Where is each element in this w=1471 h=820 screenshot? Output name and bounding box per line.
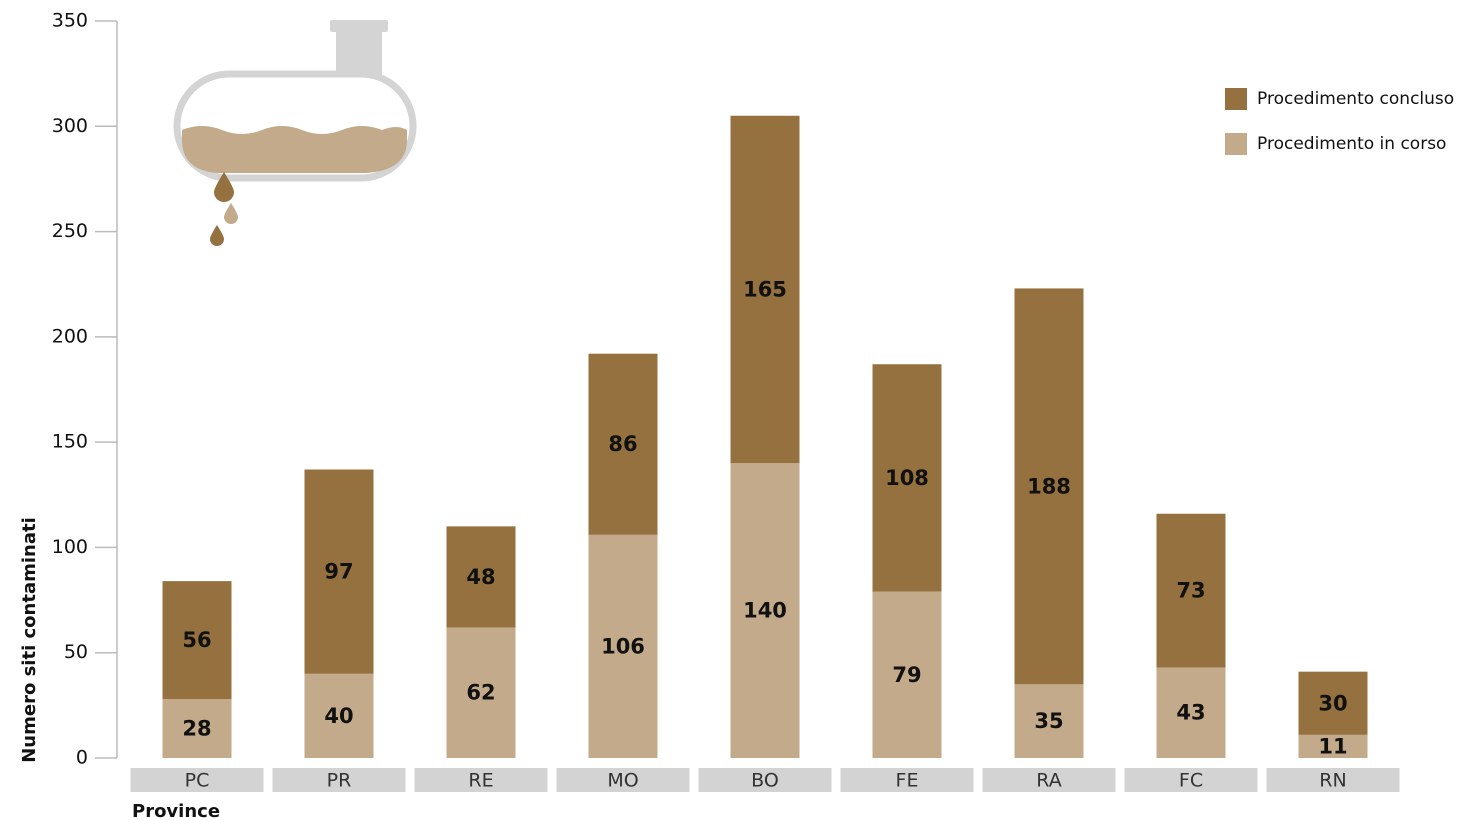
legend-label: Procedimento concluso	[1257, 89, 1454, 109]
bar-segment	[304, 469, 374, 674]
tank-icon	[173, 20, 417, 246]
data-label: 188	[1027, 474, 1071, 498]
bar-segment	[872, 591, 942, 758]
x-tick-label: MO	[607, 770, 638, 792]
bar-segment	[588, 353, 658, 535]
data-label: 43	[1176, 701, 1205, 725]
bar-segment	[730, 463, 800, 758]
bar-segment	[446, 627, 516, 758]
x-tick-label: FC	[1179, 770, 1203, 792]
data-label: 165	[743, 277, 787, 301]
data-label: 35	[1034, 709, 1063, 733]
x-axis-title: Province	[132, 801, 220, 820]
legend-swatch	[1225, 88, 1247, 110]
category-box	[130, 768, 264, 792]
x-tick-label: BO	[751, 770, 779, 792]
y-axis-title: Numero siti contaminati	[19, 517, 40, 763]
data-label: 79	[892, 663, 921, 687]
data-label: 62	[466, 681, 495, 705]
bar-segment	[304, 673, 374, 758]
data-label: 108	[885, 466, 929, 490]
category-box	[556, 768, 690, 792]
bar-segment	[872, 364, 942, 592]
y-tick-label: 200	[52, 325, 88, 347]
y-tick-label: 0	[76, 747, 88, 769]
x-tick-label: RE	[468, 770, 493, 792]
bar-segment	[1156, 513, 1226, 668]
bar-segment	[1014, 288, 1084, 685]
bar-segment	[1298, 671, 1368, 735]
category-box	[272, 768, 406, 792]
bar-segment	[162, 581, 232, 700]
bar-segment	[162, 699, 232, 758]
y-tick-label: 100	[52, 536, 88, 558]
data-label: 48	[466, 565, 495, 589]
bar-segment	[730, 115, 800, 464]
category-box	[1124, 768, 1258, 792]
category-box	[982, 768, 1116, 792]
y-tick-label: 150	[52, 431, 88, 453]
data-label: 40	[324, 704, 353, 728]
x-tick-label: PC	[185, 770, 210, 792]
bar-segment	[1156, 667, 1226, 758]
legend-swatch	[1225, 133, 1247, 155]
bar-segment	[588, 534, 658, 758]
category-box	[414, 768, 548, 792]
y-tick-label: 50	[64, 641, 88, 663]
category-box	[698, 768, 832, 792]
data-label: 30	[1318, 691, 1347, 715]
x-tick-label: RN	[1319, 770, 1346, 792]
legend-label: Procedimento in corso	[1257, 134, 1446, 154]
category-box	[840, 768, 974, 792]
bar-segment	[446, 526, 516, 628]
data-label: 106	[601, 634, 645, 658]
data-label: 28	[182, 717, 211, 741]
x-tick-label: FE	[896, 770, 919, 792]
category-box	[1266, 768, 1400, 792]
x-tick-label: PR	[327, 770, 352, 792]
bar-segment	[1298, 734, 1368, 758]
data-label: 140	[743, 599, 787, 623]
y-tick-label: 300	[52, 115, 88, 137]
data-label: 86	[608, 432, 637, 456]
y-tick-label: 250	[52, 220, 88, 242]
x-tick-label: RA	[1036, 770, 1061, 792]
y-tick-label: 350	[52, 10, 88, 32]
data-label: 97	[324, 560, 353, 584]
data-label: 73	[1176, 579, 1205, 603]
data-label: 56	[182, 628, 211, 652]
data-label: 11	[1318, 734, 1347, 758]
bar-segment	[1014, 684, 1084, 758]
